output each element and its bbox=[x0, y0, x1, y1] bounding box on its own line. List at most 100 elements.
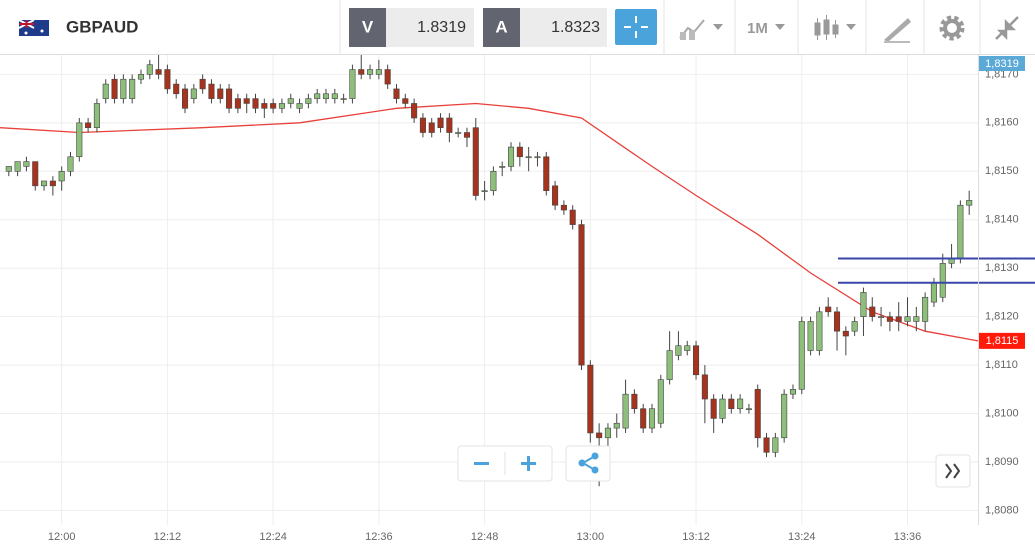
candle-body bbox=[719, 398, 726, 419]
candle-body bbox=[860, 292, 867, 317]
candle-body bbox=[472, 127, 479, 196]
candle-body bbox=[129, 78, 136, 99]
candle-body bbox=[966, 200, 973, 206]
candle-body bbox=[261, 103, 268, 109]
ask-price[interactable]: 1.8323 bbox=[551, 19, 600, 36]
ask-box[interactable] bbox=[520, 8, 607, 47]
candle-body bbox=[32, 161, 39, 187]
candle-body bbox=[287, 98, 294, 104]
y-tick-label: 1,8110 bbox=[985, 359, 1018, 371]
candle-body bbox=[604, 427, 611, 439]
candle-body bbox=[904, 316, 911, 322]
candle-body bbox=[666, 350, 673, 380]
candle-body bbox=[173, 83, 180, 95]
candle-body bbox=[886, 316, 893, 322]
y-tick-label: 1,8170 bbox=[985, 68, 1019, 80]
scroll-end-button[interactable] bbox=[935, 454, 971, 488]
candle-body bbox=[675, 345, 682, 356]
timeframe-arrow[interactable] bbox=[775, 24, 785, 30]
chart-type-button[interactable] bbox=[679, 19, 723, 40]
candle-body bbox=[754, 389, 761, 439]
candle-body bbox=[455, 132, 462, 134]
candle-body bbox=[648, 408, 656, 429]
candle-body bbox=[217, 88, 224, 99]
bid-box[interactable] bbox=[386, 8, 474, 47]
candle-body bbox=[613, 422, 620, 429]
y-tick-label: 1,8100 bbox=[985, 407, 1019, 419]
candle-body bbox=[596, 432, 603, 439]
candle-body bbox=[578, 224, 585, 366]
ma-tag-box bbox=[979, 332, 1025, 349]
candle-body bbox=[190, 88, 197, 99]
candle-body bbox=[252, 98, 259, 109]
candle-body bbox=[684, 345, 691, 351]
candle-body bbox=[922, 296, 929, 322]
candle-body bbox=[314, 93, 321, 99]
candle-body bbox=[737, 398, 744, 410]
candle-body bbox=[428, 122, 435, 133]
candle-body bbox=[569, 209, 576, 225]
timeframe[interactable]: 1M bbox=[747, 20, 768, 37]
price-tag-box bbox=[979, 56, 1025, 71]
candle-body bbox=[507, 146, 515, 167]
candle-body bbox=[155, 69, 162, 75]
candle-body bbox=[869, 306, 876, 317]
candle-body bbox=[745, 408, 752, 411]
candle-body bbox=[5, 166, 12, 172]
candle-body bbox=[102, 83, 109, 99]
bid-price[interactable]: 1.8319 bbox=[417, 19, 466, 36]
candle-body bbox=[552, 185, 559, 206]
candle-body bbox=[957, 204, 964, 259]
price-tag: 1,8319 bbox=[985, 58, 1019, 70]
moving-average bbox=[0, 102, 979, 342]
candle-body bbox=[278, 103, 285, 109]
candle-body bbox=[41, 180, 48, 187]
candle-body bbox=[446, 117, 453, 133]
share-button[interactable] bbox=[565, 445, 611, 482]
candle-body bbox=[516, 146, 523, 158]
crosshair-button[interactable] bbox=[615, 9, 657, 45]
candle-body bbox=[146, 64, 153, 75]
candle-body bbox=[208, 83, 215, 99]
y-tick-label: 1,8150 bbox=[985, 165, 1019, 177]
candle-body bbox=[358, 69, 365, 75]
x-tick-label: 12:24 bbox=[259, 531, 287, 543]
ask-label[interactable]: A bbox=[495, 17, 507, 36]
candle-body bbox=[437, 117, 444, 128]
candle-body bbox=[58, 170, 65, 182]
y-tick-label: 1,8090 bbox=[985, 456, 1019, 468]
candle-body bbox=[322, 93, 330, 99]
candle-body bbox=[402, 98, 409, 104]
candle-type-button[interactable] bbox=[814, 15, 856, 40]
candle-body bbox=[463, 132, 471, 138]
settings-button[interactable] bbox=[939, 15, 965, 41]
candle-body bbox=[807, 321, 814, 351]
draw-button[interactable] bbox=[884, 18, 911, 43]
candle-body bbox=[657, 379, 664, 424]
collapse-button[interactable] bbox=[995, 16, 1019, 41]
candle-body bbox=[93, 103, 100, 128]
candle-body bbox=[560, 204, 567, 211]
bid-label[interactable]: V bbox=[362, 17, 374, 36]
candle-body bbox=[181, 88, 189, 109]
candle-body bbox=[120, 78, 127, 99]
ask-button[interactable] bbox=[483, 8, 520, 47]
candle-body bbox=[930, 282, 937, 303]
candle-body bbox=[781, 393, 788, 439]
bid-button[interactable] bbox=[349, 8, 386, 47]
candle-body bbox=[525, 156, 532, 159]
candle-body bbox=[340, 98, 347, 100]
candle-body bbox=[419, 117, 426, 133]
candle-body bbox=[367, 69, 374, 75]
candle-body bbox=[23, 161, 30, 167]
candle-body bbox=[789, 389, 797, 395]
candle-body bbox=[111, 78, 118, 99]
candle-body bbox=[49, 180, 56, 187]
candle-body bbox=[842, 330, 849, 337]
candle-body bbox=[67, 156, 74, 172]
y-tick-label: 1,8130 bbox=[985, 262, 1019, 274]
zoom-controls[interactable] bbox=[457, 445, 553, 482]
candle-body bbox=[137, 74, 145, 80]
y-tick-label: 1,8160 bbox=[985, 117, 1019, 129]
